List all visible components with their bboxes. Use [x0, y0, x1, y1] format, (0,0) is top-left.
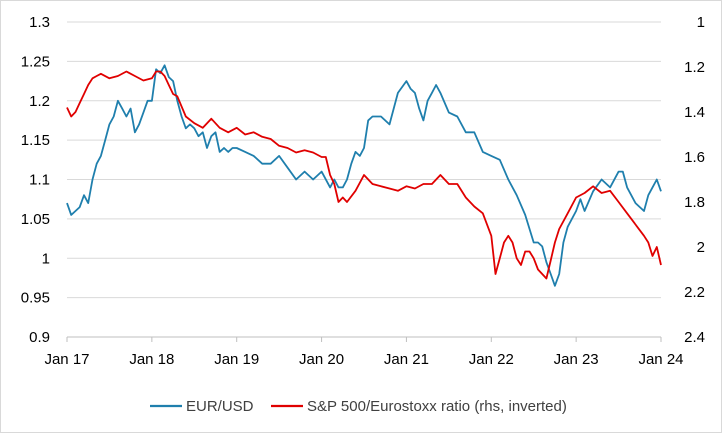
- right-tick-label-4: 1.8: [684, 194, 705, 211]
- series-lines: [66, 64, 662, 287]
- left-tick-label-0: 1.3: [29, 14, 50, 31]
- left-tick-label-1: 1.25: [21, 53, 50, 70]
- x-tick-label-2: Jan 19: [214, 351, 259, 368]
- left-tick-label-7: 0.95: [21, 290, 50, 307]
- right-tick-label-3: 1.6: [684, 149, 705, 166]
- x-tick-label-1: Jan 18: [129, 351, 174, 368]
- right-tick-label-7: 2.4: [684, 329, 705, 346]
- x-tick-label-0: Jan 17: [44, 351, 89, 368]
- left-tick-label-8: 0.9: [29, 329, 50, 346]
- right-tick-label-6: 2.2: [684, 284, 705, 301]
- left-tick-label-3: 1.15: [21, 132, 50, 149]
- right-tick-label-1: 1.2: [684, 59, 705, 76]
- x-tick-label-6: Jan 23: [554, 351, 599, 368]
- right-tick-label-5: 2: [697, 239, 705, 256]
- legend-label-sp500-eurostoxx: S&P 500/Eurostoxx ratio (rhs, inverted): [307, 398, 567, 415]
- series-line-0: [66, 64, 662, 287]
- left-tick-label-4: 1.1: [29, 172, 50, 189]
- x-tick-label-7: Jan 24: [638, 351, 683, 368]
- series-line-1: [66, 70, 662, 280]
- right-tick-label-0: 1: [697, 14, 705, 31]
- left-axis-ticks: 1.3 1.25 1.2 1.15 1.1 1.05 1 0.95 0.9: [21, 14, 50, 346]
- x-axis-ticks: Jan 17 Jan 18 Jan 19 Jan 20 Jan 21 Jan 22 Jan …: [44, 337, 684, 368]
- x-tick-label-3: Jan 20: [299, 351, 344, 368]
- legend: EUR/USD S&P 500/Eurostoxx ratio (rhs, in…: [150, 398, 567, 415]
- legend-label-eurusd: EUR/USD: [186, 398, 254, 415]
- left-tick-label-2: 1.2: [29, 93, 50, 110]
- right-tick-label-2: 1.4: [684, 104, 705, 121]
- left-tick-label-5: 1.05: [21, 211, 50, 228]
- x-tick-label-4: Jan 21: [384, 351, 429, 368]
- x-tick-label-5: Jan 22: [469, 351, 514, 368]
- left-tick-label-6: 1: [42, 250, 50, 267]
- right-axis-ticks: 1 1.2 1.4 1.6 1.8 2 2.2 2.4: [684, 14, 705, 346]
